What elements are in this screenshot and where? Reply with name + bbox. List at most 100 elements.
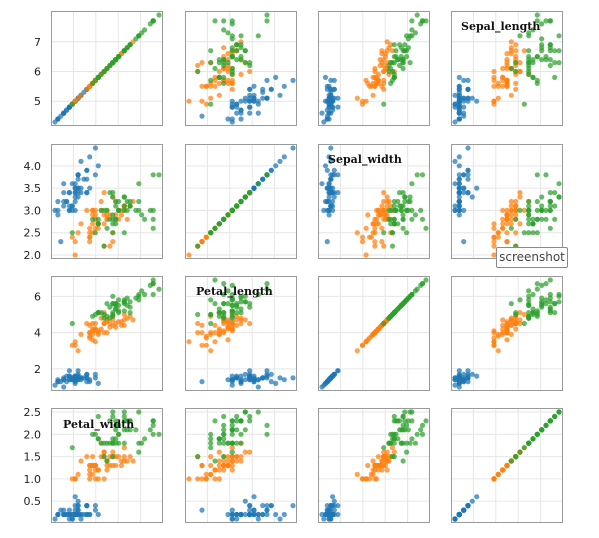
point-s2-p21-r3-c2: [388, 431, 394, 437]
point-s1-p48-r2-c2: [354, 348, 360, 354]
point-s0-p39-r3-c1: [247, 511, 253, 518]
point-s2-p39-r3-c2: [397, 427, 403, 433]
point-s1-p26-r0-c3: [508, 45, 514, 51]
point-s2-p46-r3-c1: [208, 436, 214, 442]
point-s1-p45-r3-c3: [500, 467, 506, 473]
point-s2-p29-r0-c0: [136, 33, 142, 39]
point-s1-p6-r1-c3: [517, 194, 523, 200]
point-s1-p40-r1-c0: [87, 225, 93, 231]
point-s0-p31-r0-c1: [247, 86, 253, 92]
point-s1-p23-r3-c0: [104, 467, 110, 473]
point-s0-p15-r2-c1: [290, 375, 296, 381]
point-s0-p37-r3-c2: [326, 516, 332, 522]
point-s2-p7-r2-c1: [225, 288, 231, 294]
point-s2-p47-r1-c0: [116, 207, 122, 213]
point-s1-p45-r0-c3: [500, 77, 506, 83]
point-s1-p7-r1-c0: [69, 234, 75, 240]
point-s2-p39-r0-c3: [539, 42, 545, 48]
point-s0-p23-r1-c3: [469, 194, 475, 200]
point-s1-p34-r1-c0: [84, 207, 90, 213]
point-s0-p38-r1-c0: [55, 207, 61, 213]
point-s2-p3-r1-c2: [400, 212, 406, 218]
screenshot-button[interactable]: screenshot: [496, 247, 568, 268]
point-s0-p36-r1-c0: [87, 185, 93, 191]
point-s1-p8-r0-c3: [504, 51, 510, 57]
point-s1-p43-r2-c0: [72, 342, 78, 348]
point-s0-p41-r3-c1: [199, 507, 205, 513]
point-s0-p46-r1-c3: [456, 172, 462, 178]
point-s1-p36-r2-c3: [513, 317, 519, 323]
point-s2-p31-r1-c0: [156, 172, 162, 178]
point-s1-p31-r3-c1: [203, 476, 209, 482]
point-s1-p21-r0-c2: [372, 65, 378, 72]
point-s1-p9-r3-c1: [216, 458, 222, 464]
point-s2-p45-r3-c0: [121, 418, 127, 424]
point-s0-p15-r1-c2: [328, 145, 334, 151]
point-s2-p47-r3-c1: [229, 431, 235, 437]
point-s2-p33-r1-c2: [391, 216, 397, 222]
point-s0-p43-r2-c3: [474, 373, 480, 379]
point-s1-p17-r3-c2: [374, 476, 380, 482]
point-s2-p38-r0-c2: [386, 68, 392, 75]
point-s2-p19-r1-c1: [195, 243, 201, 249]
point-s2-p7-r3-c2: [412, 440, 418, 446]
point-s0-p31-r3-c1: [247, 503, 253, 509]
point-s2-p30-r1-c0: [142, 216, 148, 222]
point-s2-p42-r3-c1: [216, 436, 222, 442]
point-s2-p41-r1-c1: [234, 203, 240, 209]
point-s2-p22-r1-c0: [150, 216, 156, 222]
point-s0-p33-r0-c1: [281, 83, 287, 89]
y-tick-label-1-1: 2.5: [24, 227, 42, 240]
point-s0-p45-r2-c1: [229, 377, 235, 383]
point-s1-p9-r3-c2: [370, 458, 376, 464]
point-s0-p48-r0-c3: [456, 89, 462, 95]
point-s2-p43-r3-c2: [405, 418, 411, 424]
point-s1-p42-r1-c2: [372, 225, 378, 231]
point-s1-p33-r3-c1: [216, 449, 222, 455]
point-s2-p34-r0-c2: [400, 65, 406, 72]
point-s1-p34-r3-c0: [84, 454, 90, 460]
point-s0-p14-r1-c2: [322, 163, 329, 169]
point-s2-p43-r1-c0: [124, 198, 130, 205]
point-s2-p47-r0-c0: [116, 54, 122, 60]
point-s2-p32-r3-c0: [113, 422, 119, 428]
y-tick-label-2-2: 6: [34, 290, 41, 303]
point-s2-p32-r3-c1: [221, 422, 227, 428]
point-s0-p13-r3-c0: [52, 516, 58, 522]
point-s1-p47-r2-c1: [225, 324, 231, 330]
point-s1-p40-r1-c2: [379, 225, 385, 231]
point-s1-p41-r3-c1: [229, 458, 235, 464]
point-s2-p46-r0-c3: [530, 60, 536, 66]
point-s1-p35-r2-c1: [247, 320, 253, 327]
point-s2-p7-r0-c1: [225, 30, 231, 36]
point-s1-p43-r2-c3: [491, 342, 497, 348]
point-s0-p24-r2-c1: [247, 368, 253, 374]
point-s1-p43-r2-c2: [359, 342, 366, 348]
point-s0-p39-r1-c3: [456, 190, 462, 196]
point-s2-p42-r1-c0: [95, 221, 101, 227]
point-s1-p49-r1-c2: [374, 216, 380, 222]
point-s0-p16-r1-c0: [84, 167, 90, 173]
point-s2-p34-r2-c1: [212, 301, 218, 307]
point-s1-p48-r1-c0: [75, 230, 81, 236]
point-s1-p35-r1-c2: [381, 190, 387, 196]
point-s0-p46-r0-c1: [264, 95, 270, 101]
point-s2-p21-r3-c0: [90, 431, 96, 437]
point-s0-p41-r0-c1: [199, 113, 205, 119]
point-s1-p42-r0-c1: [212, 74, 218, 80]
point-s2-p22-r3-c0: [150, 431, 156, 437]
point-s0-p49-r0-c1: [242, 98, 248, 104]
point-s1-p47-r2-c3: [504, 324, 510, 330]
point-s0-p13-r0-c2: [321, 119, 327, 125]
point-s1-p31-r1-c0: [87, 234, 93, 240]
y-tick-label-3-3: 2.0: [24, 428, 42, 441]
point-s2-p40-r3-c1: [234, 413, 240, 420]
point-s2-p0-r0-c3: [556, 60, 562, 66]
point-s0-p47-r0-c3: [456, 110, 462, 116]
point-s1-p27-r2-c3: [521, 311, 527, 318]
point-s0-p34-r1-c0: [69, 203, 75, 209]
point-s2-p14-r0-c3: [552, 74, 558, 80]
point-s2-p8-r0-c3: [526, 48, 532, 54]
point-s2-p29-r0-c1: [229, 33, 235, 39]
point-s2-p44-r0-c2: [402, 48, 408, 54]
